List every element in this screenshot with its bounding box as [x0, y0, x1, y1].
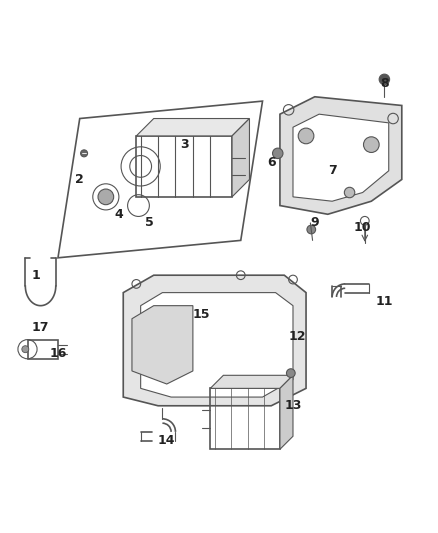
Polygon shape	[123, 275, 306, 406]
Polygon shape	[280, 375, 293, 449]
Text: 2: 2	[75, 173, 84, 186]
Text: 14: 14	[158, 434, 176, 447]
Circle shape	[379, 74, 390, 85]
Text: 10: 10	[354, 221, 371, 234]
Circle shape	[307, 225, 316, 234]
Text: 4: 4	[114, 208, 123, 221]
Polygon shape	[293, 114, 389, 201]
Text: 12: 12	[289, 329, 306, 343]
Polygon shape	[210, 375, 293, 389]
Polygon shape	[141, 293, 293, 397]
Text: 17: 17	[32, 321, 49, 334]
Circle shape	[22, 346, 29, 353]
Text: 8: 8	[380, 77, 389, 90]
Text: 1: 1	[32, 269, 41, 282]
Text: 9: 9	[311, 216, 319, 230]
Circle shape	[286, 369, 295, 377]
Text: 3: 3	[180, 138, 188, 151]
Circle shape	[298, 128, 314, 144]
Circle shape	[272, 148, 283, 158]
Text: 5: 5	[145, 216, 154, 230]
Text: 15: 15	[193, 308, 210, 321]
Polygon shape	[132, 305, 193, 384]
Text: 6: 6	[267, 156, 276, 168]
Text: 13: 13	[284, 399, 302, 412]
Text: 7: 7	[328, 164, 336, 177]
Circle shape	[81, 150, 88, 157]
Text: 16: 16	[49, 347, 67, 360]
Text: 11: 11	[376, 295, 393, 308]
Polygon shape	[280, 97, 402, 214]
Circle shape	[98, 189, 114, 205]
Polygon shape	[232, 118, 250, 197]
Circle shape	[364, 137, 379, 152]
Polygon shape	[136, 118, 250, 136]
Circle shape	[344, 187, 355, 198]
